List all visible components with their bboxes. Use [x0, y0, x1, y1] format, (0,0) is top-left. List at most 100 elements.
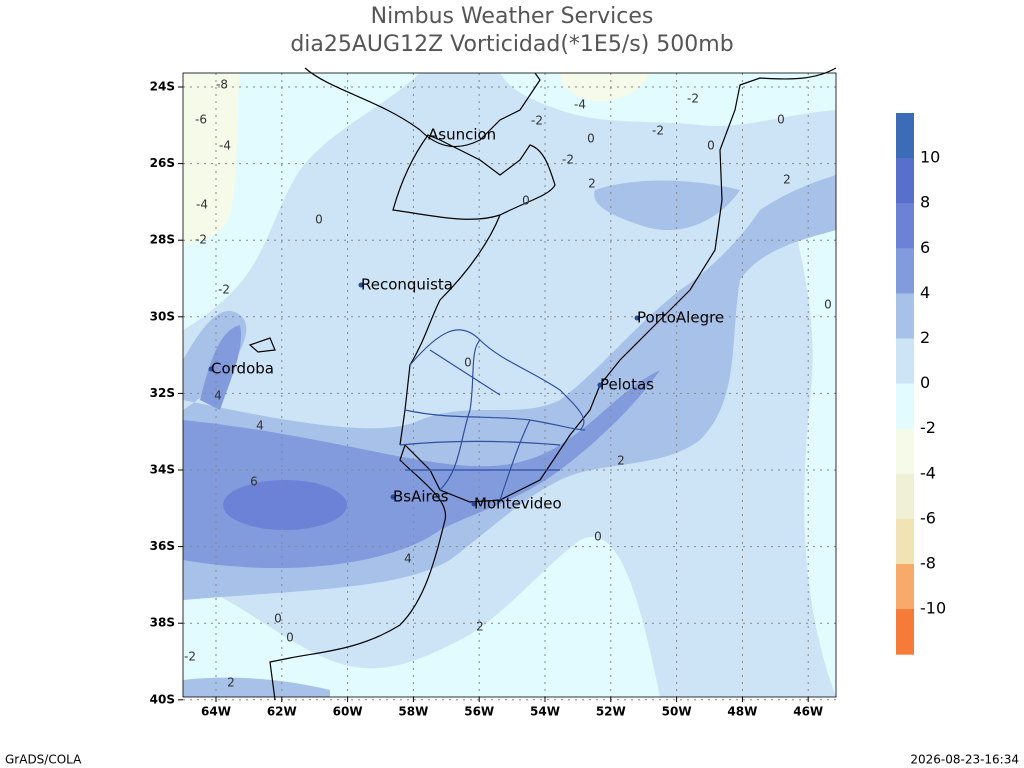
- colorbar-label: -4: [920, 463, 936, 482]
- colorbar-swatch: [896, 609, 914, 655]
- city-label: Pelotas: [600, 376, 654, 394]
- contour-label: 2: [617, 454, 625, 468]
- contour-label: -4: [574, 98, 586, 112]
- lat-label: 34S: [150, 463, 175, 477]
- colorbar-label: 8: [920, 193, 930, 212]
- colorbar-swatch: [896, 203, 914, 249]
- contour-label: 2: [227, 676, 235, 690]
- lon-label: 52W: [596, 705, 626, 719]
- colorbar-swatch: [896, 158, 914, 204]
- colorbar-swatch: [896, 248, 914, 294]
- contour-label: 4: [404, 552, 412, 566]
- contour-label: -2: [195, 233, 207, 247]
- field-region: [594, 180, 740, 231]
- lon-label: 46W: [793, 705, 823, 719]
- colorbar-label: -10: [920, 599, 946, 618]
- contour-label: -2: [531, 114, 543, 128]
- lon-label: 64W: [201, 705, 231, 719]
- lat-label: 40S: [150, 692, 175, 706]
- city-label: BsAires: [393, 488, 449, 506]
- colorbar-label: 0: [920, 373, 930, 392]
- colorbar: 10 8 6 4 2 0 -2 -4 -6 -8 -10: [896, 113, 946, 655]
- contour-label: -6: [195, 113, 207, 127]
- city-marker: [634, 315, 640, 321]
- map-frame: [182, 72, 837, 698]
- contour-label: -4: [196, 198, 208, 212]
- colorbar-swatch: [896, 338, 914, 385]
- subtitle: dia25AUG12Z Vorticidad(*1E5/s) 500mb: [290, 32, 733, 57]
- borders: [399, 329, 586, 501]
- colorbar-swatch: [896, 383, 914, 430]
- footer-right: 2026-08-23-16:34: [910, 753, 1019, 767]
- city-label: PortoAlegre: [637, 309, 724, 327]
- lat-label: 38S: [150, 616, 175, 630]
- contour-label: 6: [250, 475, 258, 489]
- lon-label: 54W: [530, 705, 560, 719]
- field-region: [183, 73, 420, 330]
- footer-left: GrADS/COLA: [5, 753, 82, 767]
- contour-label: -4: [219, 139, 231, 153]
- contour-label: 0: [315, 213, 323, 227]
- field-region: [183, 73, 240, 245]
- colorbar-swatch: [896, 473, 914, 520]
- field: [183, 73, 836, 697]
- colorbar-swatch: [896, 564, 914, 610]
- city-marker: [597, 382, 603, 388]
- colorbar-label: 2: [920, 328, 930, 347]
- colorbar-swatch: [896, 428, 914, 475]
- contour-label: 2: [588, 177, 596, 191]
- contour-label: -2: [184, 650, 196, 664]
- colorbar-swatch: [896, 113, 914, 159]
- contour-label: 2: [783, 173, 791, 187]
- lat-label: 36S: [150, 539, 175, 553]
- contour-label: 0: [464, 356, 472, 370]
- city-label: Montevideo: [474, 495, 562, 513]
- contour-label: 2: [476, 620, 484, 634]
- lat-label: 26S: [150, 156, 175, 170]
- city-marker: [208, 366, 214, 372]
- colorbar-label: -8: [920, 554, 936, 573]
- field-region: [223, 480, 347, 530]
- contour-label: 0: [522, 194, 530, 208]
- contour-label: 0: [824, 298, 832, 312]
- city-label: Cordoba: [211, 360, 274, 378]
- contour-label: 0: [777, 113, 785, 127]
- contour-label: -2: [687, 92, 699, 106]
- contour-label: 0: [594, 530, 602, 544]
- contour-label: -2: [562, 153, 574, 167]
- colorbar-swatch: [896, 293, 914, 339]
- colorbar-swatch: [896, 518, 914, 565]
- lat-label: 32S: [150, 386, 175, 400]
- city-marker: [390, 494, 396, 500]
- lat-label: 24S: [150, 80, 175, 94]
- lon-label: 50W: [662, 705, 692, 719]
- city-marker: [358, 282, 364, 288]
- title: Nimbus Weather Services: [371, 4, 654, 29]
- contour-label: 0: [587, 132, 595, 146]
- lat-label: 30S: [150, 309, 175, 323]
- colorbar-label: -6: [920, 508, 936, 527]
- contour-label: 0: [286, 631, 294, 645]
- city-marker: [471, 501, 477, 507]
- field-region: [183, 536, 660, 697]
- field-region: [790, 200, 836, 697]
- contour-label: -2: [652, 124, 664, 138]
- contour-label: 0: [707, 139, 715, 153]
- lon-label: 56W: [464, 705, 494, 719]
- city-label: Asuncion: [428, 126, 496, 144]
- colorbar-label: 10: [920, 148, 940, 167]
- lon-label: 48W: [727, 705, 757, 719]
- city-label: Reconquista: [361, 276, 453, 294]
- lon-label: 60W: [333, 705, 363, 719]
- colorbar-label: 4: [920, 283, 930, 302]
- contour-label: 0: [274, 612, 282, 626]
- contour-label: -8: [216, 78, 228, 92]
- lon-label: 62W: [267, 705, 297, 719]
- lon-label: 58W: [398, 705, 428, 719]
- map: 24S 26S 28S 30S 32S 34S 36S 38S 40S 64W 62W 60W 58W 5…: [150, 67, 837, 719]
- contour-label: 4: [256, 419, 264, 433]
- colorbar-label: 6: [920, 238, 930, 257]
- lat-label: 28S: [150, 233, 175, 247]
- contour-label: 4: [214, 389, 222, 403]
